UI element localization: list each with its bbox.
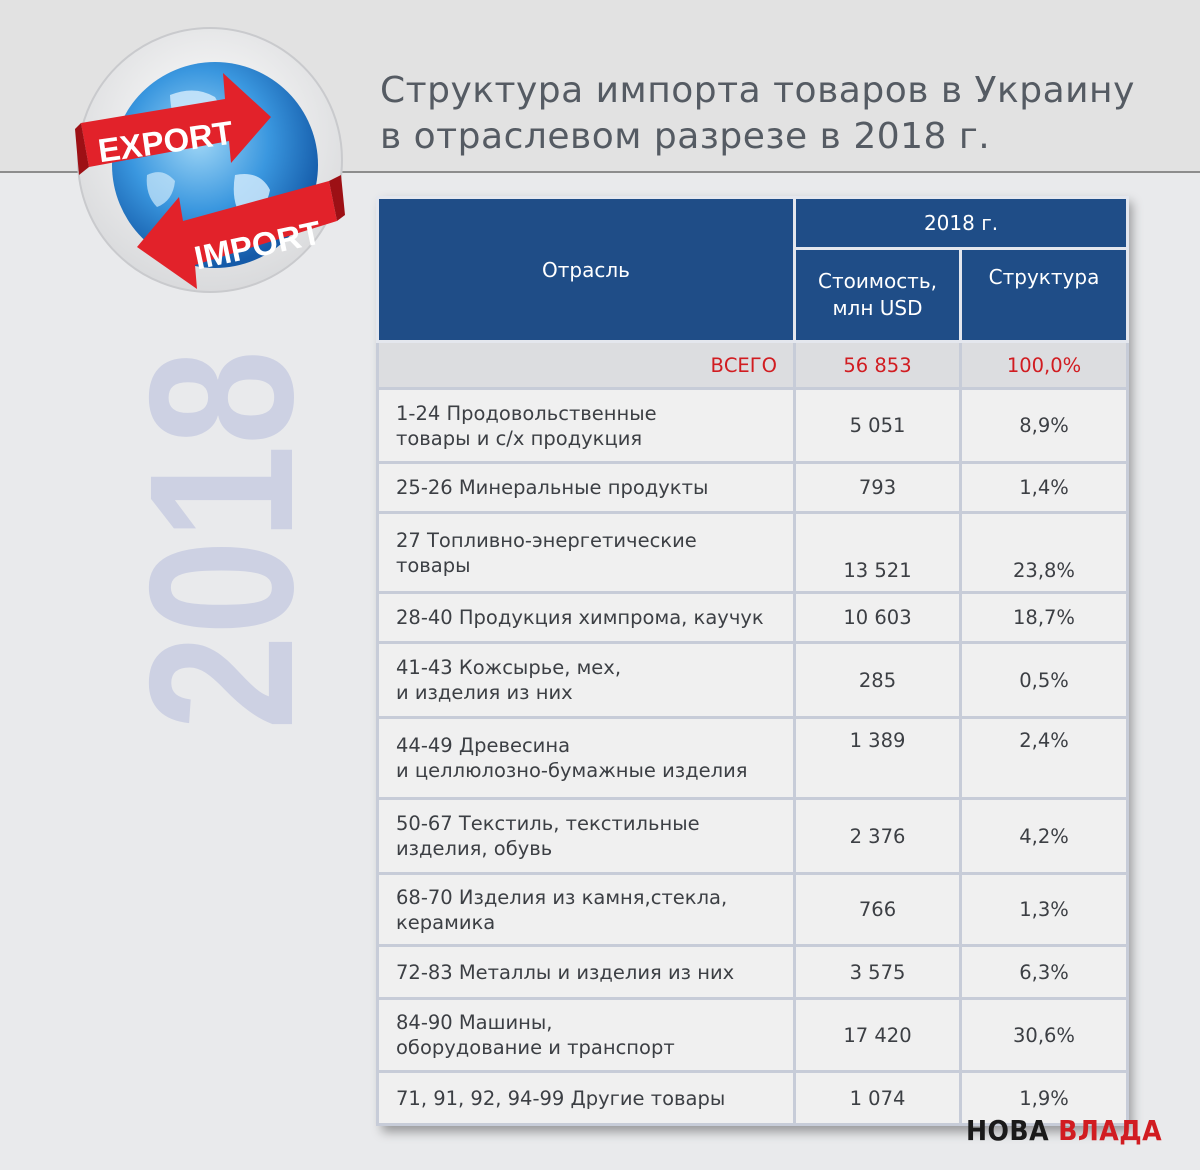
sector-line-1: 68-70 Изделия из камня,стекла, bbox=[396, 885, 728, 909]
share-cell: 2,4% bbox=[959, 716, 1129, 800]
total-value: 56 853 bbox=[793, 340, 962, 390]
sector-line-1: 72-83 Металлы и изделия из них bbox=[396, 960, 735, 984]
share-cell: 6,3% bbox=[959, 944, 1129, 1000]
header-sector: Отрасль bbox=[376, 196, 796, 343]
sector-line-1: 1-24 Продовольственные bbox=[396, 401, 657, 425]
sector-line-2: оборудование и транспорт bbox=[396, 1036, 675, 1059]
sector-cell: 1-24 Продовольственные товары и с/х прод… bbox=[376, 387, 796, 464]
sector-line-1: 27 Топливно-энергетические bbox=[396, 528, 697, 552]
value-cell: 5 051 bbox=[793, 387, 962, 464]
sector-line-2: и изделия из них bbox=[396, 681, 573, 704]
sector-cell: 68-70 Изделия из камня,стекла, керамика bbox=[376, 872, 796, 947]
globe-with-arrows-icon: EXPORT IMPORT bbox=[75, 25, 345, 295]
sector-line-2: керамика bbox=[396, 910, 496, 934]
import-structure-table: Отрасль 2018 г. Стоимость, млн USD Струк… bbox=[376, 196, 1129, 1126]
year-watermark: 2018 bbox=[102, 345, 336, 735]
sector-line-1: 84-90 Машины, bbox=[396, 1011, 553, 1034]
table-row: 44-49 Древесина и целлюлозно-бумажные из… bbox=[376, 716, 1129, 800]
table-row: 1-24 Продовольственные товары и с/х прод… bbox=[376, 387, 1129, 464]
value-cell: 3 575 bbox=[793, 944, 962, 1000]
header-value-line-1: Стоимость, bbox=[818, 269, 937, 293]
table-row: 71, 91, 92, 94-99 Другие товары 1 074 1,… bbox=[376, 1070, 1129, 1126]
table-row: 25-26 Минеральные продукты 793 1,4% bbox=[376, 461, 1129, 514]
table-row: 28-40 Продукция химпрома, каучук 10 603 … bbox=[376, 591, 1129, 644]
value-cell: 2 376 bbox=[793, 797, 962, 875]
page-title: Структура импорта товаров в Украину в от… bbox=[380, 68, 1180, 160]
sector-line-2: товары bbox=[396, 553, 471, 577]
share-cell: 4,2% bbox=[959, 797, 1129, 875]
sector-line-1: 41-43 Кожсырье, мех, bbox=[396, 656, 622, 679]
brand-logo: НОВА ВЛАДА bbox=[966, 1114, 1162, 1147]
sector-line-1: 71, 91, 92, 94-99 Другие товары bbox=[396, 1086, 726, 1110]
share-cell: 0,5% bbox=[959, 641, 1129, 719]
sector-cell: 72-83 Металлы и изделия из них bbox=[376, 944, 796, 1000]
value-cell: 1 074 bbox=[793, 1070, 962, 1126]
sector-cell: 44-49 Древесина и целлюлозно-бумажные из… bbox=[376, 716, 796, 800]
value-cell: 766 bbox=[793, 872, 962, 947]
share-cell: 23,8% bbox=[959, 511, 1129, 594]
sector-line-2: изделия, обувь bbox=[396, 837, 553, 860]
sector-cell: 25-26 Минеральные продукты bbox=[376, 461, 796, 514]
sector-cell: 41-43 Кожсырье, мех, и изделия из них bbox=[376, 641, 796, 719]
table-row: 41-43 Кожсырье, мех, и изделия из них 28… bbox=[376, 641, 1129, 719]
value-cell: 793 bbox=[793, 461, 962, 514]
value-cell: 13 521 bbox=[793, 511, 962, 594]
sector-cell: 27 Топливно-энергетические товары bbox=[376, 511, 796, 594]
sector-line-2: и целлюлозно-бумажные изделия bbox=[396, 759, 748, 782]
total-label: ВСЕГО bbox=[376, 340, 796, 390]
table-row: 68-70 Изделия из камня,стекла, керамика … bbox=[376, 872, 1129, 947]
share-cell: 8,9% bbox=[959, 387, 1129, 464]
value-cell: 285 bbox=[793, 641, 962, 719]
share-cell: 1,4% bbox=[959, 461, 1129, 514]
table-row: 27 Топливно-энергетические товары 13 521… bbox=[376, 511, 1129, 594]
share-cell: 1,3% bbox=[959, 872, 1129, 947]
sector-cell: 28-40 Продукция химпрома, каучук bbox=[376, 591, 796, 644]
table-row: 50-67 Текстиль, текстильные изделия, обу… bbox=[376, 797, 1129, 875]
share-cell: 30,6% bbox=[959, 997, 1129, 1073]
value-cell: 17 420 bbox=[793, 997, 962, 1073]
sector-line-1: 50-67 Текстиль, текстильные bbox=[396, 812, 700, 835]
value-cell: 10 603 bbox=[793, 591, 962, 644]
header-value: Стоимость, млн USD bbox=[793, 247, 962, 343]
share-cell: 1,9% bbox=[959, 1070, 1129, 1126]
sector-cell: 71, 91, 92, 94-99 Другие товары bbox=[376, 1070, 796, 1126]
brand-part-2: ВЛАДА bbox=[1058, 1114, 1163, 1147]
sector-cell: 84-90 Машины, оборудование и транспорт bbox=[376, 997, 796, 1073]
sector-line-1: 25-26 Минеральные продукты bbox=[396, 476, 709, 499]
title-line-1: Структура импорта товаров в Украину bbox=[380, 70, 1135, 111]
header-share: Структура bbox=[959, 247, 1129, 343]
sector-cell: 50-67 Текстиль, текстильные изделия, обу… bbox=[376, 797, 796, 875]
header-year: 2018 г. bbox=[793, 196, 1129, 250]
total-share: 100,0% bbox=[959, 340, 1129, 390]
sector-line-1: 28-40 Продукция химпрома, каучук bbox=[396, 606, 764, 629]
table-row: 72-83 Металлы и изделия из них 3 575 6,3… bbox=[376, 944, 1129, 1000]
table-row: 84-90 Машины, оборудование и транспорт 1… bbox=[376, 997, 1129, 1073]
brand-part-1: НОВА bbox=[966, 1114, 1059, 1147]
sector-line-2: товары и с/х продукция bbox=[396, 426, 643, 450]
value-cell: 1 389 bbox=[793, 716, 962, 800]
year-watermark-text: 2018 bbox=[107, 350, 312, 730]
total-row: ВСЕГО 56 853 100,0% bbox=[376, 340, 1129, 390]
share-cell: 18,7% bbox=[959, 591, 1129, 644]
sector-line-1: 44-49 Древесина bbox=[396, 734, 571, 757]
header-value-line-2: млн USD bbox=[832, 296, 923, 320]
title-line-2: в отраслевом разрезе в 2018 г. bbox=[380, 116, 991, 157]
